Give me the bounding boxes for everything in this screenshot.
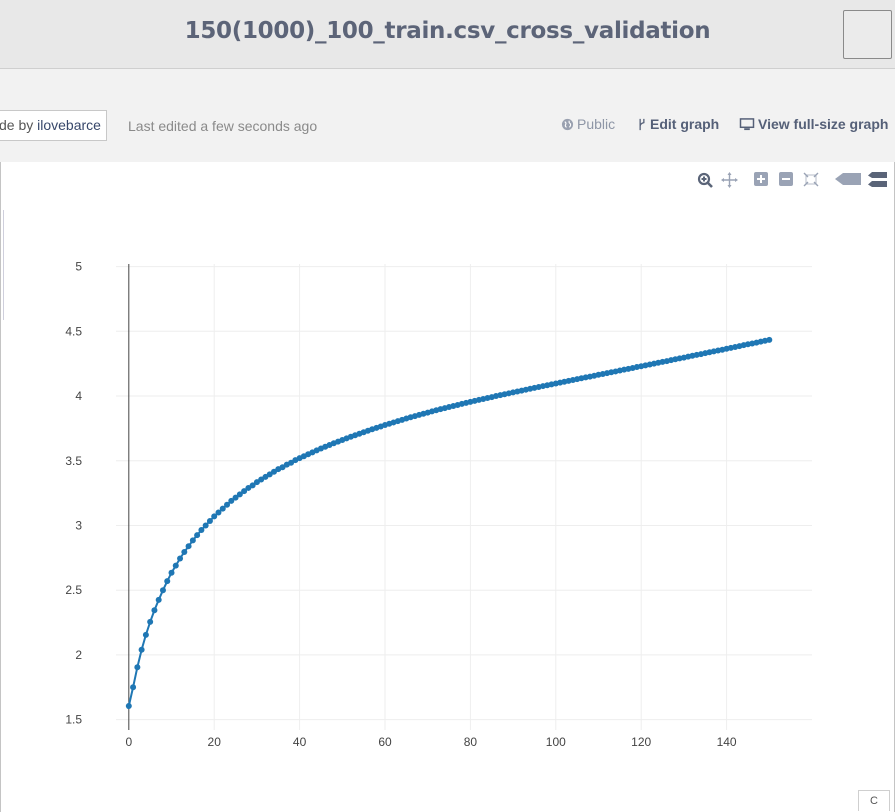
graph-title: 150(1000)_100_train.csv_cross_validation	[184, 18, 711, 44]
y-tick-label: 5	[75, 260, 82, 274]
footer-fragment: C	[858, 790, 890, 811]
plot-area	[0, 162, 895, 812]
zoom-in-icon[interactable]	[754, 172, 768, 186]
data-point[interactable]	[766, 336, 773, 343]
data-point[interactable]	[249, 482, 256, 489]
data-point[interactable]	[185, 543, 192, 550]
made-by-prefix: de by	[0, 117, 38, 133]
data-point[interactable]	[130, 684, 137, 691]
y-tick-label: 4.5	[65, 324, 82, 338]
data-point[interactable]	[181, 549, 188, 556]
y-tick-label: 3	[75, 518, 82, 532]
globe-icon	[561, 118, 574, 131]
data-point[interactable]	[177, 555, 184, 562]
data-point[interactable]	[211, 513, 218, 520]
x-tick-label: 80	[464, 735, 478, 749]
data-point[interactable]	[194, 532, 201, 539]
author-link[interactable]: ilovebarce	[37, 117, 101, 133]
pan-icon[interactable]	[721, 172, 738, 188]
data-point[interactable]	[215, 509, 222, 516]
x-tick-label: 20	[208, 735, 222, 749]
y-tick-label: 2	[75, 648, 82, 662]
data-point[interactable]	[125, 703, 132, 710]
y-tick-label: 1.5	[65, 713, 82, 727]
last-edited-text: Last edited a few seconds ago	[128, 118, 318, 134]
data-point[interactable]	[159, 587, 166, 594]
x-tick-label: 0	[125, 735, 132, 749]
branch-icon	[639, 118, 645, 131]
monitor-icon	[739, 118, 755, 131]
public-status[interactable]: Public	[561, 116, 615, 132]
data-point[interactable]	[202, 522, 209, 529]
menu-toggle-button[interactable]	[843, 10, 892, 59]
left-panel-edge	[3, 210, 4, 320]
data-point[interactable]	[198, 527, 205, 534]
zoom-out-icon[interactable]	[779, 172, 793, 186]
title-bar: 150(1000)_100_train.csv_cross_validation	[0, 0, 895, 69]
hover-compare-icon[interactable]	[868, 172, 888, 188]
edit-graph-label: Edit graph	[650, 116, 720, 132]
x-tick-label: 140	[717, 735, 737, 749]
x-tick-label: 40	[293, 735, 307, 749]
author-box[interactable]: de by ilovebarce	[0, 110, 107, 141]
data-point[interactable]	[164, 578, 171, 585]
data-point[interactable]	[147, 618, 154, 625]
autoscale-icon[interactable]	[803, 172, 819, 187]
view-full-size-link[interactable]: View full-size graph	[739, 116, 888, 132]
tick-labels: 1.5 2 2.5 3 3.5 4 4.5 5 0 20 40 60 80 100 120 140	[65, 260, 737, 749]
grid	[116, 264, 812, 730]
x-tick-label: 100	[546, 735, 566, 749]
data-point[interactable]	[236, 491, 243, 498]
hover-closest-icon[interactable]	[835, 172, 862, 186]
series-line	[127, 338, 770, 707]
data-point[interactable]	[189, 537, 196, 544]
data-point[interactable]	[206, 517, 213, 524]
data-point[interactable]	[172, 562, 179, 569]
data-point[interactable]	[138, 646, 145, 653]
data-point[interactable]	[134, 664, 141, 671]
x-tick-label: 60	[378, 735, 392, 749]
y-tick-label: 2.5	[65, 583, 82, 597]
data-point[interactable]	[155, 596, 162, 603]
data-point[interactable]	[232, 494, 239, 501]
y-tick-label: 3.5	[65, 454, 82, 468]
x-tick-label: 120	[631, 735, 651, 749]
zoom-icon[interactable]	[697, 172, 714, 188]
data-point[interactable]	[151, 607, 158, 614]
public-label: Public	[577, 116, 616, 132]
y-tick-label: 4	[75, 389, 82, 403]
data-point[interactable]	[142, 631, 149, 638]
data-point[interactable]	[228, 497, 235, 504]
data-point[interactable]	[241, 488, 248, 495]
edit-graph-link[interactable]: Edit graph	[637, 116, 719, 132]
data-point[interactable]	[219, 505, 226, 512]
series	[125, 336, 773, 710]
view-full-size-label: View full-size graph	[758, 116, 889, 132]
data-point[interactable]	[168, 569, 175, 576]
data-point[interactable]	[224, 501, 231, 508]
